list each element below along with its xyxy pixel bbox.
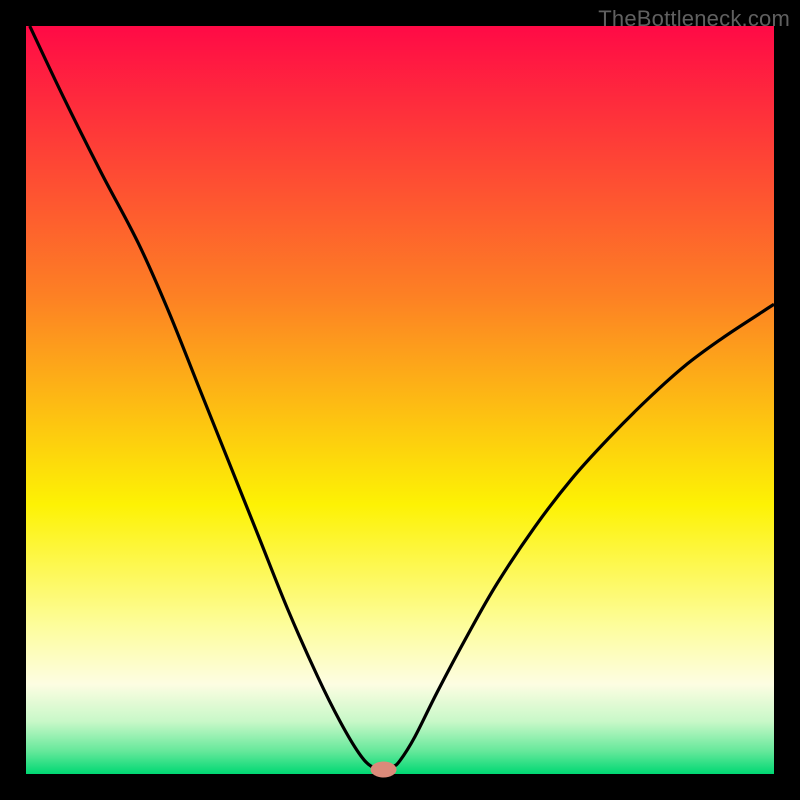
optimum-marker <box>371 762 397 778</box>
bottleneck-chart <box>0 0 800 800</box>
gradient-background <box>26 26 774 774</box>
watermark-text: TheBottleneck.com <box>598 6 790 32</box>
